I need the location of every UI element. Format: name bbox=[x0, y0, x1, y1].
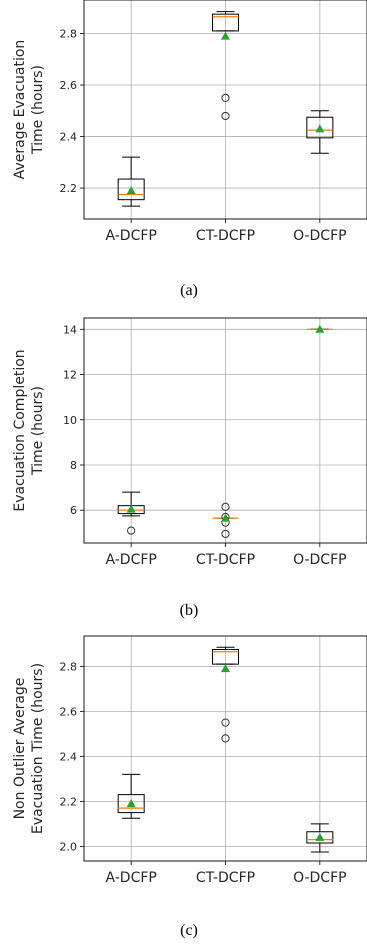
y-tick-label: 10 bbox=[63, 414, 77, 427]
outlier-point bbox=[127, 526, 136, 535]
panel-caption: (c) bbox=[180, 922, 198, 939]
box-body bbox=[306, 116, 334, 139]
y-tick-label: 6 bbox=[70, 504, 77, 517]
box-body bbox=[306, 831, 334, 844]
box-ct-dcfp bbox=[212, 646, 239, 743]
chart-panel-3: 2.0 2.2 2.4 2.6 2.8 A-DCFP CT-DCFP O-DCFP Non Ou… bbox=[12, 635, 367, 939]
x-tick-label-a-dcfp: A-DCFP bbox=[105, 870, 156, 886]
y-tick-label: 2.0 bbox=[60, 840, 78, 853]
outlier-point bbox=[221, 111, 230, 121]
mean-marker bbox=[221, 31, 230, 40]
mean-marker bbox=[315, 832, 325, 841]
x-tick-label-o-dcfp: O-DCFP bbox=[293, 228, 347, 244]
y-axis-label-line-1: Average Evacuation bbox=[12, 40, 28, 180]
y-axis-label-line-2: Time (hours) bbox=[30, 386, 46, 476]
y-tick-label: 2.4 bbox=[60, 750, 78, 763]
x-tick-label-a-dcfp: A-DCFP bbox=[105, 228, 156, 244]
mean-marker bbox=[221, 513, 230, 522]
mean-marker bbox=[126, 799, 136, 808]
y-tick-label: 2.4 bbox=[60, 131, 78, 144]
axes-frame bbox=[83, 0, 367, 220]
box-a-dcfp bbox=[117, 773, 145, 819]
outlier-point bbox=[221, 718, 230, 727]
y-tick-label: 2.2 bbox=[60, 795, 78, 808]
x-tick-label-ct-dcfp: CT-DCFP bbox=[196, 552, 255, 568]
x-tick-label-o-dcfp: O-DCFP bbox=[293, 552, 347, 568]
x-tick-label-o-dcfp: O-DCFP bbox=[293, 870, 347, 886]
mean-marker bbox=[221, 664, 230, 673]
chart-panel-1: 2.2 2.4 2.6 2.8 A-DCFP CT-DCFP O-DCFP Average E… bbox=[12, 0, 367, 299]
box-a-dcfp bbox=[117, 156, 145, 207]
box-body bbox=[212, 13, 239, 32]
y-axis-label: Average Evacuation Time (hours) bbox=[12, 40, 46, 180]
y-tick-label: 2.8 bbox=[60, 660, 78, 673]
axes-frame bbox=[83, 317, 367, 544]
y-tick-label: 12 bbox=[63, 369, 77, 382]
y-tick-label: 2.6 bbox=[60, 705, 78, 718]
x-tick-label-a-dcfp: A-DCFP bbox=[105, 552, 156, 568]
y-axis-label: Non Outlier Average Evacuation Time (hour… bbox=[12, 663, 46, 834]
y-tick-label: 2.6 bbox=[60, 79, 78, 92]
y-axis-label-line-1: Non Outlier Average bbox=[12, 678, 28, 820]
axes-frame bbox=[83, 635, 367, 862]
outlier-point bbox=[221, 93, 230, 103]
box-ct-dcfp bbox=[212, 11, 239, 121]
y-axis-label-line-1: Evacuation Completion bbox=[12, 349, 28, 511]
mean-marker bbox=[126, 504, 136, 513]
box-a-dcfp bbox=[117, 491, 145, 535]
chart-panel-2: 6 8 10 12 14 A-DCFP CT-DCFP O-DCFP Evacuation Co… bbox=[12, 317, 367, 619]
y-axis-label: Evacuation Completion Time (hours) bbox=[12, 349, 46, 511]
y-axis-label-line-2: Time (hours) bbox=[30, 65, 46, 155]
y-tick-label: 2.8 bbox=[60, 27, 78, 40]
x-tick-label-ct-dcfp: CT-DCFP bbox=[196, 870, 255, 886]
box-o-dcfp bbox=[306, 110, 334, 154]
box-ct-dcfp bbox=[212, 502, 239, 539]
y-axis-label-line-2: Evacuation Time (hours) bbox=[30, 663, 46, 834]
outlier-point bbox=[221, 529, 230, 539]
mean-marker bbox=[315, 124, 325, 133]
y-tick-label: 8 bbox=[70, 459, 77, 472]
box-o-dcfp bbox=[306, 324, 333, 333]
mean-marker bbox=[126, 186, 136, 195]
y-tick-label: 2.2 bbox=[60, 182, 78, 195]
panel-caption: (b) bbox=[180, 602, 199, 619]
box-o-dcfp bbox=[306, 823, 334, 853]
mean-marker bbox=[315, 324, 325, 333]
y-tick-label: 14 bbox=[63, 323, 77, 336]
panel-caption: (a) bbox=[180, 282, 198, 299]
outlier-point bbox=[221, 734, 230, 743]
outlier-point bbox=[221, 502, 230, 511]
x-tick-label-ct-dcfp: CT-DCFP bbox=[196, 228, 255, 244]
box-body bbox=[117, 794, 145, 814]
box-body bbox=[117, 178, 145, 201]
